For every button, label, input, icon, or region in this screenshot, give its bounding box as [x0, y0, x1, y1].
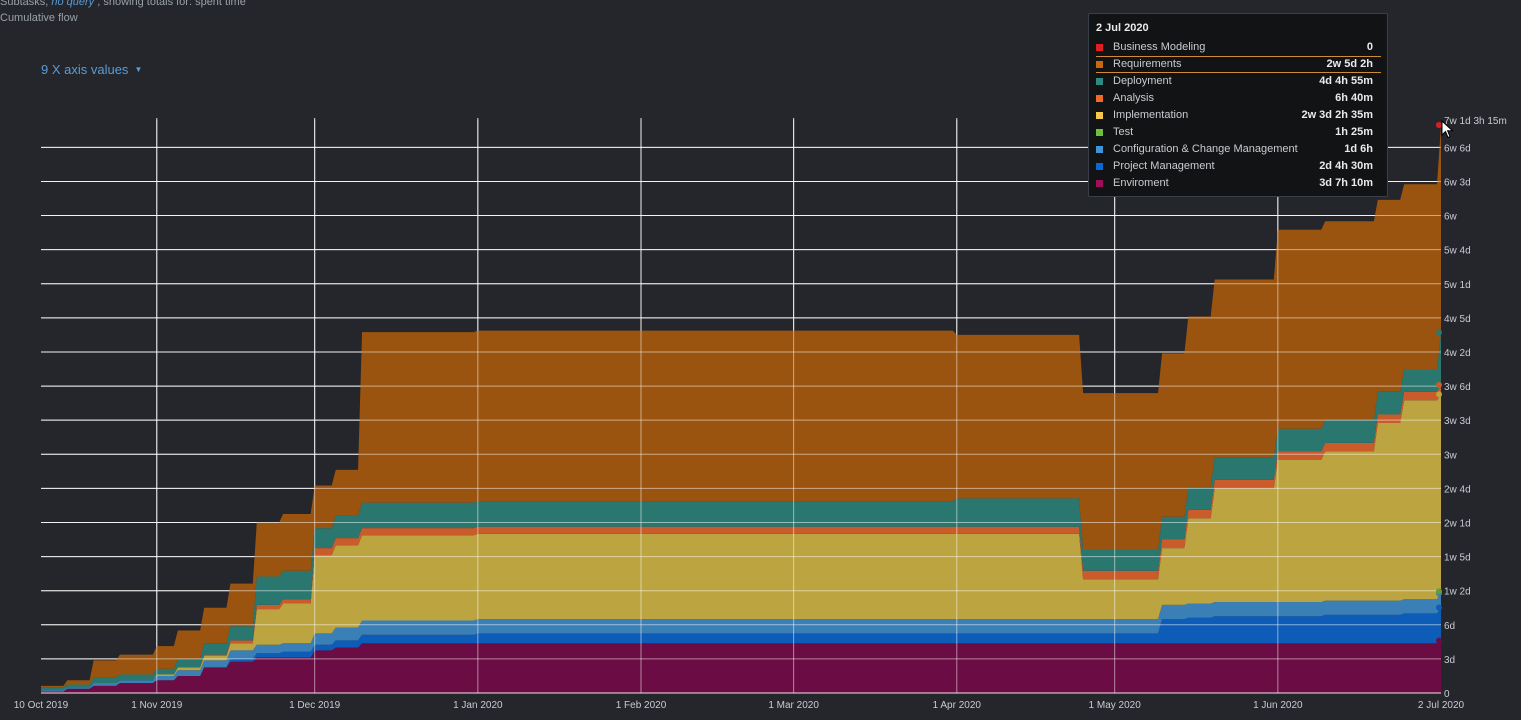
x-tick-label: 1 Jan 2020 [453, 700, 503, 711]
tooltip-row: Deployment 4d 4h 55m [1096, 73, 1381, 90]
x-tick-label: 10 Oct 2019 [14, 700, 69, 711]
tooltip-series-value: 2w 3d 2h 35m [1301, 109, 1373, 121]
query-prefix: Subtasks, [0, 0, 49, 8]
tooltip-series-name: Enviroment [1113, 177, 1169, 189]
caret-down-icon: ▼ [134, 65, 143, 74]
mouse-pointer-icon [1441, 120, 1454, 139]
query-link[interactable]: no query [51, 0, 95, 8]
tooltip-row: Implementation 2w 3d 2h 35m [1096, 107, 1381, 124]
tooltip-series-value: 2w 5d 2h [1326, 58, 1373, 70]
tooltip-series-value: 2d 4h 30m [1319, 160, 1373, 172]
tooltip-series-value: 6h 40m [1335, 92, 1373, 104]
x-tick-label: 1 Mar 2020 [768, 700, 819, 711]
x-axis-values-label: 9 X axis values [41, 62, 129, 77]
tooltip-series-name: Requirements [1113, 58, 1182, 70]
legend-swatch [1096, 129, 1103, 136]
y-tick-label: 4w 5d [1444, 314, 1471, 325]
y-tick-label: 6w 6d [1444, 143, 1471, 154]
query-suffix: , showing totals for: spent time [97, 0, 246, 8]
hover-point [1436, 381, 1442, 388]
hover-point [1436, 122, 1442, 129]
area-series [41, 394, 1441, 691]
y-tick-label: 2w 4d [1444, 484, 1471, 495]
tooltip-series-value: 3d 7h 10m [1319, 177, 1373, 189]
tooltip-row: Business Modeling 0 [1096, 39, 1381, 56]
legend-swatch [1096, 112, 1103, 119]
y-tick-label: 4w 2d [1444, 348, 1471, 359]
tooltip-series-name: Configuration & Change Management [1113, 143, 1298, 155]
legend-swatch [1096, 44, 1103, 51]
area-series [41, 593, 1441, 692]
hover-points [1436, 122, 1442, 644]
tooltip-series-value: 0 [1366, 41, 1373, 53]
report-header: Subtasks, no query , showing totals for:… [0, 0, 246, 26]
x-tick-label: 1 Apr 2020 [933, 700, 982, 711]
hover-point [1436, 329, 1442, 336]
y-tick-label: 3w 3d [1444, 416, 1471, 427]
tooltip-row: Project Management 2d 4h 30m [1096, 158, 1381, 175]
tooltip-rows: Business Modeling 0 Requirements 2w 5d 2h De… [1096, 39, 1381, 192]
tooltip-row: Configuration & Change Management 1d 6h [1096, 141, 1381, 158]
tooltip-row: Requirements 2w 5d 2h [1096, 56, 1381, 73]
y-tick-label: 3d [1444, 655, 1455, 666]
y-tick-label: 6w [1444, 212, 1458, 223]
y-tick-label: 5w 4d [1444, 246, 1471, 257]
legend-swatch [1096, 61, 1103, 68]
x-axis-values-dropdown[interactable]: 9 X axis values ▼ [41, 62, 142, 77]
chart-grid-overlay [41, 120, 1441, 694]
tooltip-date: 2 Jul 2020 [1096, 22, 1149, 34]
hover-point [1436, 604, 1442, 611]
tooltip-row: Enviroment 3d 7h 10m [1096, 175, 1381, 192]
y-tick-label: 2w 1d [1444, 518, 1471, 529]
tooltip-row: Test 1h 25m [1096, 124, 1381, 141]
area-series [41, 125, 1441, 688]
y-tick-label: 1w 2d [1444, 587, 1471, 598]
report-query-line: Subtasks, no query , showing totals for:… [0, 0, 246, 10]
tooltip-series-value: 1d 6h [1344, 143, 1373, 155]
x-tick-label: 2 Jul 2020 [1418, 700, 1465, 711]
x-tick-label: 1 Dec 2019 [289, 700, 341, 711]
area-series [41, 640, 1441, 693]
y-tick-label: 0 [1444, 689, 1450, 700]
hover-point [1436, 391, 1442, 398]
tooltip-series-name: Test [1113, 126, 1134, 138]
y-tick-label: 6d [1444, 621, 1455, 632]
x-tick-label: 1 May 2020 [1089, 700, 1142, 711]
legend-swatch [1096, 78, 1103, 85]
y-tick-label: 7w 1d 3h 15m [1444, 116, 1507, 127]
chart-areas [41, 125, 1441, 693]
legend-swatch [1096, 95, 1103, 102]
hover-point [1436, 637, 1442, 644]
tooltip-series-name: Implementation [1113, 109, 1189, 121]
x-tick-label: 1 Jun 2020 [1253, 700, 1303, 711]
tooltip-row: Analysis 6h 40m [1096, 90, 1381, 107]
tooltip-series-name: Project Management [1113, 160, 1215, 172]
tooltip-series-name: Business Modeling [1113, 41, 1206, 53]
tooltip-series-value: 4d 4h 55m [1319, 75, 1373, 87]
hover-point [1436, 588, 1442, 595]
x-axis: 10 Oct 2019 1 Nov 2019 1 Dec 2019 1 Jan 202… [14, 700, 1465, 711]
x-tick-label: 1 Nov 2019 [131, 700, 183, 711]
chart-tooltip: 2 Jul 2020 Business Modeling 0 Requirement… [1088, 13, 1388, 197]
y-tick-label: 5w 1d [1444, 280, 1471, 291]
y-tick-label: 1w 5d [1444, 553, 1471, 564]
legend-swatch [1096, 146, 1103, 153]
legend-swatch [1096, 163, 1103, 170]
y-tick-label: 6w 3d [1444, 177, 1471, 188]
tooltip-series-value: 1h 25m [1335, 126, 1373, 138]
legend-swatch [1096, 180, 1103, 187]
y-tick-label: 3w [1444, 450, 1458, 461]
report-subtitle: Cumulative flow [0, 12, 78, 24]
tooltip-series-name: Analysis [1113, 92, 1154, 104]
x-tick-label: 1 Feb 2020 [616, 700, 667, 711]
tooltip-series-name: Deployment [1113, 75, 1172, 87]
y-tick-label: 3w 6d [1444, 382, 1471, 393]
y-axis: 0 3d 6d 1w 2d 1w 5d 2w 1d 2w 4d 3w 3w 3d 3w 6d 4w … [1444, 116, 1507, 700]
area-series [41, 332, 1441, 691]
area-series [41, 607, 1441, 692]
